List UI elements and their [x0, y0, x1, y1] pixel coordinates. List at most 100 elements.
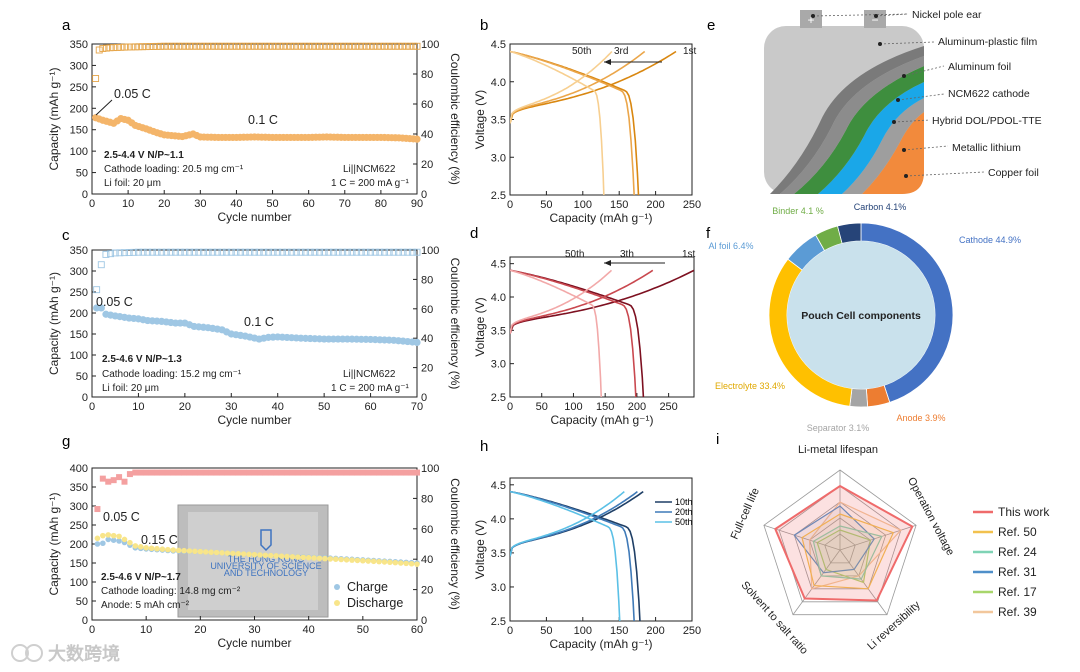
i-grid-ring [824, 533, 856, 564]
a-point-coulombic-efficiency [218, 42, 226, 50]
panel-letter-e: e [707, 17, 715, 34]
h-legend-label-10th: 10th [675, 497, 693, 507]
g-y-tick-label: 50 [76, 596, 88, 608]
label-ncm622-cathode: NCM622 cathode [948, 88, 1030, 100]
g-y-tick-label: 150 [70, 558, 88, 570]
c-point-coulombic-efficiency [213, 248, 221, 256]
g-point-discharge [300, 554, 307, 561]
g-rate-label-0p05c: 0.05 C [103, 510, 140, 524]
a-point-coulombic-efficiency [261, 42, 269, 50]
i-grid-spoke [792, 549, 841, 615]
i-axis-label-4: Full-cell life [729, 486, 762, 541]
b-x-tick-label: 150 [610, 199, 628, 211]
i-legend-label-5: Ref. 39 [998, 605, 1037, 619]
chart-h-voltage-profiles: 0 50 100 150 200 250 2.5 3.0 3.5 4.0 4.5 Capacity (… [473, 477, 701, 651]
a-point-coulombic-efficiency [182, 42, 190, 50]
c-x-tick-label: 20 [179, 401, 191, 413]
c-y-tick-label: 50 [76, 371, 88, 383]
d-x-axis-label: Capacity (mAh g⁻¹) [550, 413, 653, 427]
a-point-coulombic-efficiency [153, 42, 161, 50]
a-point-coulombic-efficiency [341, 42, 349, 50]
g-point-discharge [354, 557, 361, 564]
g-point-coulombic-efficiency [338, 469, 345, 476]
g-point-discharge [137, 544, 144, 550]
g-point-discharge [116, 533, 122, 540]
c-y2-tick-label: 40 [421, 333, 433, 345]
b-label-1st: 1st [683, 46, 697, 57]
positive-tab [800, 10, 822, 28]
a-point-coulombic-efficiency [352, 42, 360, 50]
c-point-coulombic-efficiency [311, 248, 319, 256]
c-y-tick-label: 0 [82, 392, 88, 404]
i-axis-label-0: Li-metal lifespan [798, 444, 878, 456]
chart-b-voltage-profiles: 0 50 100 150 200 250 2.5 3.0 3.5 4.0 4.5 Capacity (… [473, 39, 701, 225]
a-point-coulombic-efficiency [95, 46, 103, 54]
g-legend-marker-discharge [334, 600, 340, 606]
g-y-tick-label: 300 [70, 501, 88, 513]
a-point-coulombic-efficiency [381, 42, 388, 50]
c-point-coulombic-efficiency [186, 248, 193, 256]
c-plot-frame [91, 249, 418, 398]
g-point-coulombic-efficiency [99, 475, 106, 482]
c-point-coulombic-efficiency [162, 248, 170, 256]
label-hybrid-electrolyte: Hybrid DOL/PDOL-TTE [932, 115, 1042, 127]
a-x-tick-label: 80 [375, 198, 387, 210]
a-point-coulombic-efficiency [232, 42, 240, 50]
g-point-discharge [197, 548, 204, 555]
f-slice-label-electrolyte: Electrolyte 33.4% [715, 381, 785, 391]
a-point-coulombic-efficiency [283, 42, 291, 50]
c-point-coulombic-efficiency [394, 248, 402, 256]
d-y-tick-label: 3.5 [491, 325, 506, 337]
a-point-coulombic-efficiency [334, 42, 342, 50]
d-curve-1st-discharge [510, 269, 645, 397]
g-y2-tick-label: 0 [421, 615, 427, 627]
b-x-axis-label: Capacity (mAh g⁻¹) [549, 211, 652, 225]
watermark-text: 大数跨境 [48, 643, 120, 664]
g-point-discharge [94, 535, 101, 542]
g-point-coulombic-efficiency [376, 469, 383, 476]
h-curve-50th-charge [510, 490, 625, 557]
c-rate-label-0p1c: 0.1 C [244, 315, 274, 329]
h-x-tick-label: 150 [610, 625, 628, 637]
a-point-coulombic-efficiency [204, 42, 212, 50]
h-y-tick-label: 4.5 [491, 480, 506, 492]
g-y2-tick-label: 100 [421, 463, 439, 475]
a-point-coulombic-efficiency [142, 43, 150, 51]
g-point-discharge [397, 560, 404, 566]
g-point-coulombic-efficiency [284, 469, 290, 476]
c-y2-tick-label: 80 [421, 274, 433, 286]
g-point-coulombic-efficiency [208, 469, 215, 476]
c-point-coulombic-efficiency [172, 248, 180, 256]
g-point-discharge [202, 549, 209, 555]
g-point-discharge [370, 558, 377, 565]
g-x-tick-label: 40 [303, 624, 315, 636]
c-point-coulombic-efficiency [269, 248, 277, 256]
g-point-discharge [267, 552, 274, 559]
b-curve-1st-charge [510, 50, 677, 124]
a-point-coulombic-efficiency [229, 42, 237, 50]
panel-letter-f: f [706, 225, 711, 242]
chart-d-voltage-profiles: 0 50 100 150 200 250 2.5 3.0 3.5 4.0 4.5 Capacity (… [473, 249, 696, 427]
c-point-coulombic-efficiency [195, 248, 203, 256]
g-point-discharge [295, 554, 301, 560]
g-y2-tick-label: 80 [421, 493, 433, 505]
a-point-coulombic-efficiency [258, 42, 266, 50]
g-anode: Anode: 5 mAh cm⁻² [101, 600, 190, 611]
chart-i-radar: Li-metal lifespan Operation voltage Li rev… [729, 444, 1051, 657]
d-x-tick-label: 0 [507, 401, 513, 413]
a-rate-label-0p05c: 0.05 C [114, 87, 151, 101]
g-point-coulombic-efficiency [181, 469, 188, 476]
g-point-coulombic-efficiency [121, 478, 128, 485]
b-x-tick-label: 50 [540, 199, 552, 211]
f-slice-label-carbon: Carbon 4.1% [854, 202, 907, 212]
a-point-coulombic-efficiency [355, 42, 363, 50]
g-x-tick-label: 50 [357, 624, 369, 636]
a-point-coulombic-efficiency [301, 42, 309, 50]
a-point-coulombic-efficiency [409, 42, 417, 50]
g-point-coulombic-efficiency [219, 469, 225, 476]
a-point-coulombic-efficiency [236, 42, 244, 50]
a-point-coulombic-efficiency [160, 42, 168, 50]
a-point-coulombic-efficiency [319, 42, 327, 50]
a-point-coulombic-efficiency [388, 42, 396, 50]
